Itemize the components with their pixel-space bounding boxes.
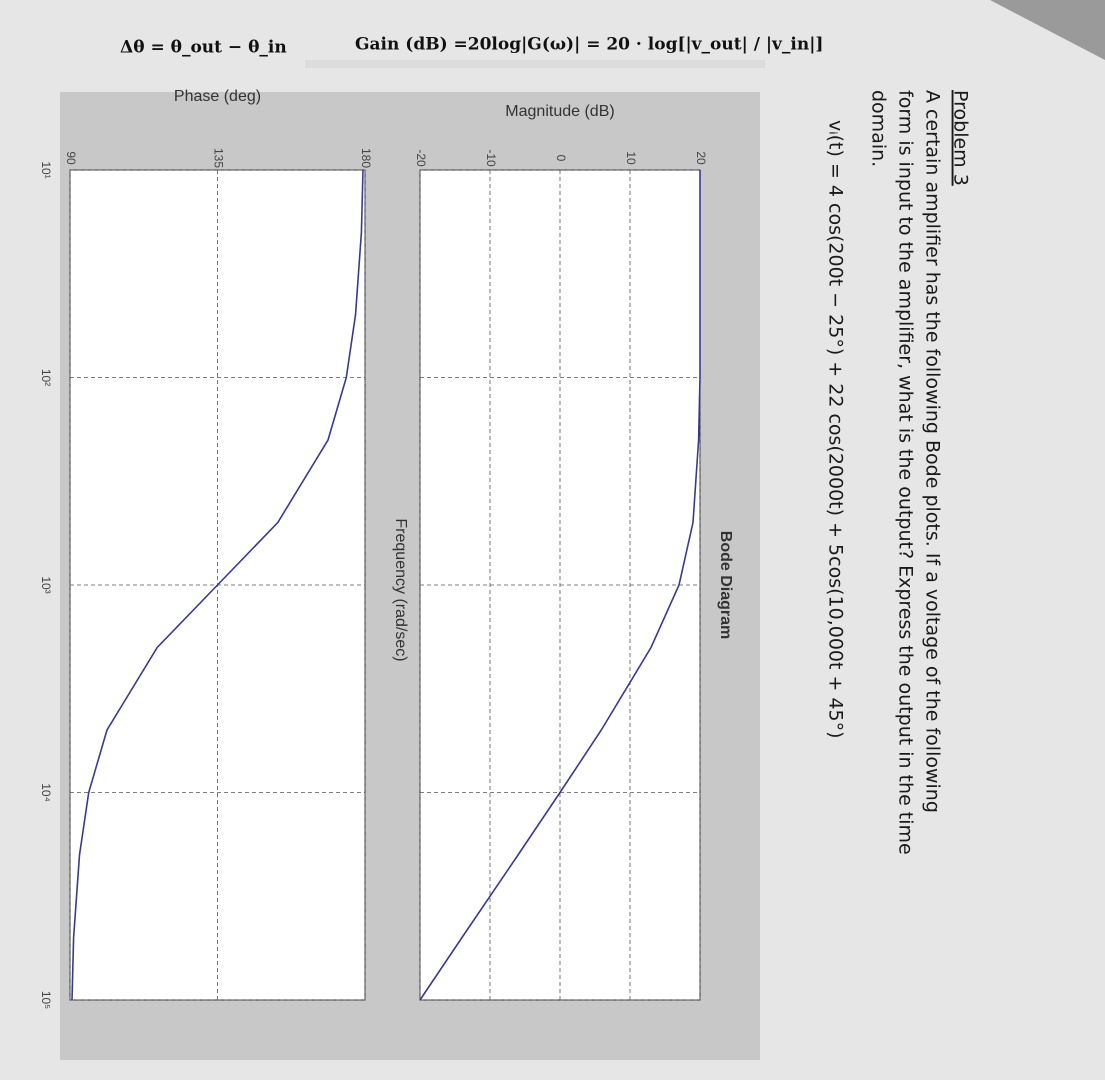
- problem-line: domain.: [868, 90, 890, 167]
- y-axis-label: Magnitude (dB): [505, 103, 614, 120]
- x-tick-label: 10³: [39, 576, 53, 593]
- phase-annotation: Δθ = θ_out − θ_in: [120, 38, 287, 58]
- x-tick-label: 10⁴: [39, 783, 53, 802]
- problem-line: A certain amplifier has the following Bo…: [922, 90, 944, 813]
- x-tick-label: 10²: [39, 369, 53, 386]
- background-wedge: [990, 0, 1105, 60]
- y-tick-label: 0: [554, 155, 568, 162]
- x-axis-label: Frequency (rad/sec): [392, 518, 409, 661]
- y-tick-label: -20: [414, 149, 428, 167]
- chart-title: Bode Diagram: [717, 531, 734, 639]
- y-tick-label: 135: [211, 148, 225, 168]
- gain-annotation: Gain (dB) =20log|G(ω)| = 20 · log[|v_out…: [355, 35, 823, 55]
- y-tick-label: 20: [694, 151, 708, 165]
- y-axis-label: Phase (deg): [174, 88, 261, 105]
- y-tick-label: 180: [359, 148, 373, 168]
- equation: vᵢ(t) = 4 cos(200t − 25°) + 22 cos(2000t…: [825, 120, 847, 739]
- data-line: [71, 169, 364, 1001]
- y-tick-label: 10: [624, 151, 638, 165]
- y-tick-label: -10: [484, 149, 498, 167]
- y-tick-label: 90: [64, 151, 78, 165]
- x-tick-label: 10¹: [39, 161, 53, 178]
- tape: [305, 60, 765, 68]
- x-tick-label: 10⁵: [39, 991, 53, 1009]
- problem-heading: Problem 3: [950, 90, 972, 186]
- problem-line: form is input to the amplifier, what is …: [895, 90, 917, 855]
- data-line: [419, 170, 701, 1001]
